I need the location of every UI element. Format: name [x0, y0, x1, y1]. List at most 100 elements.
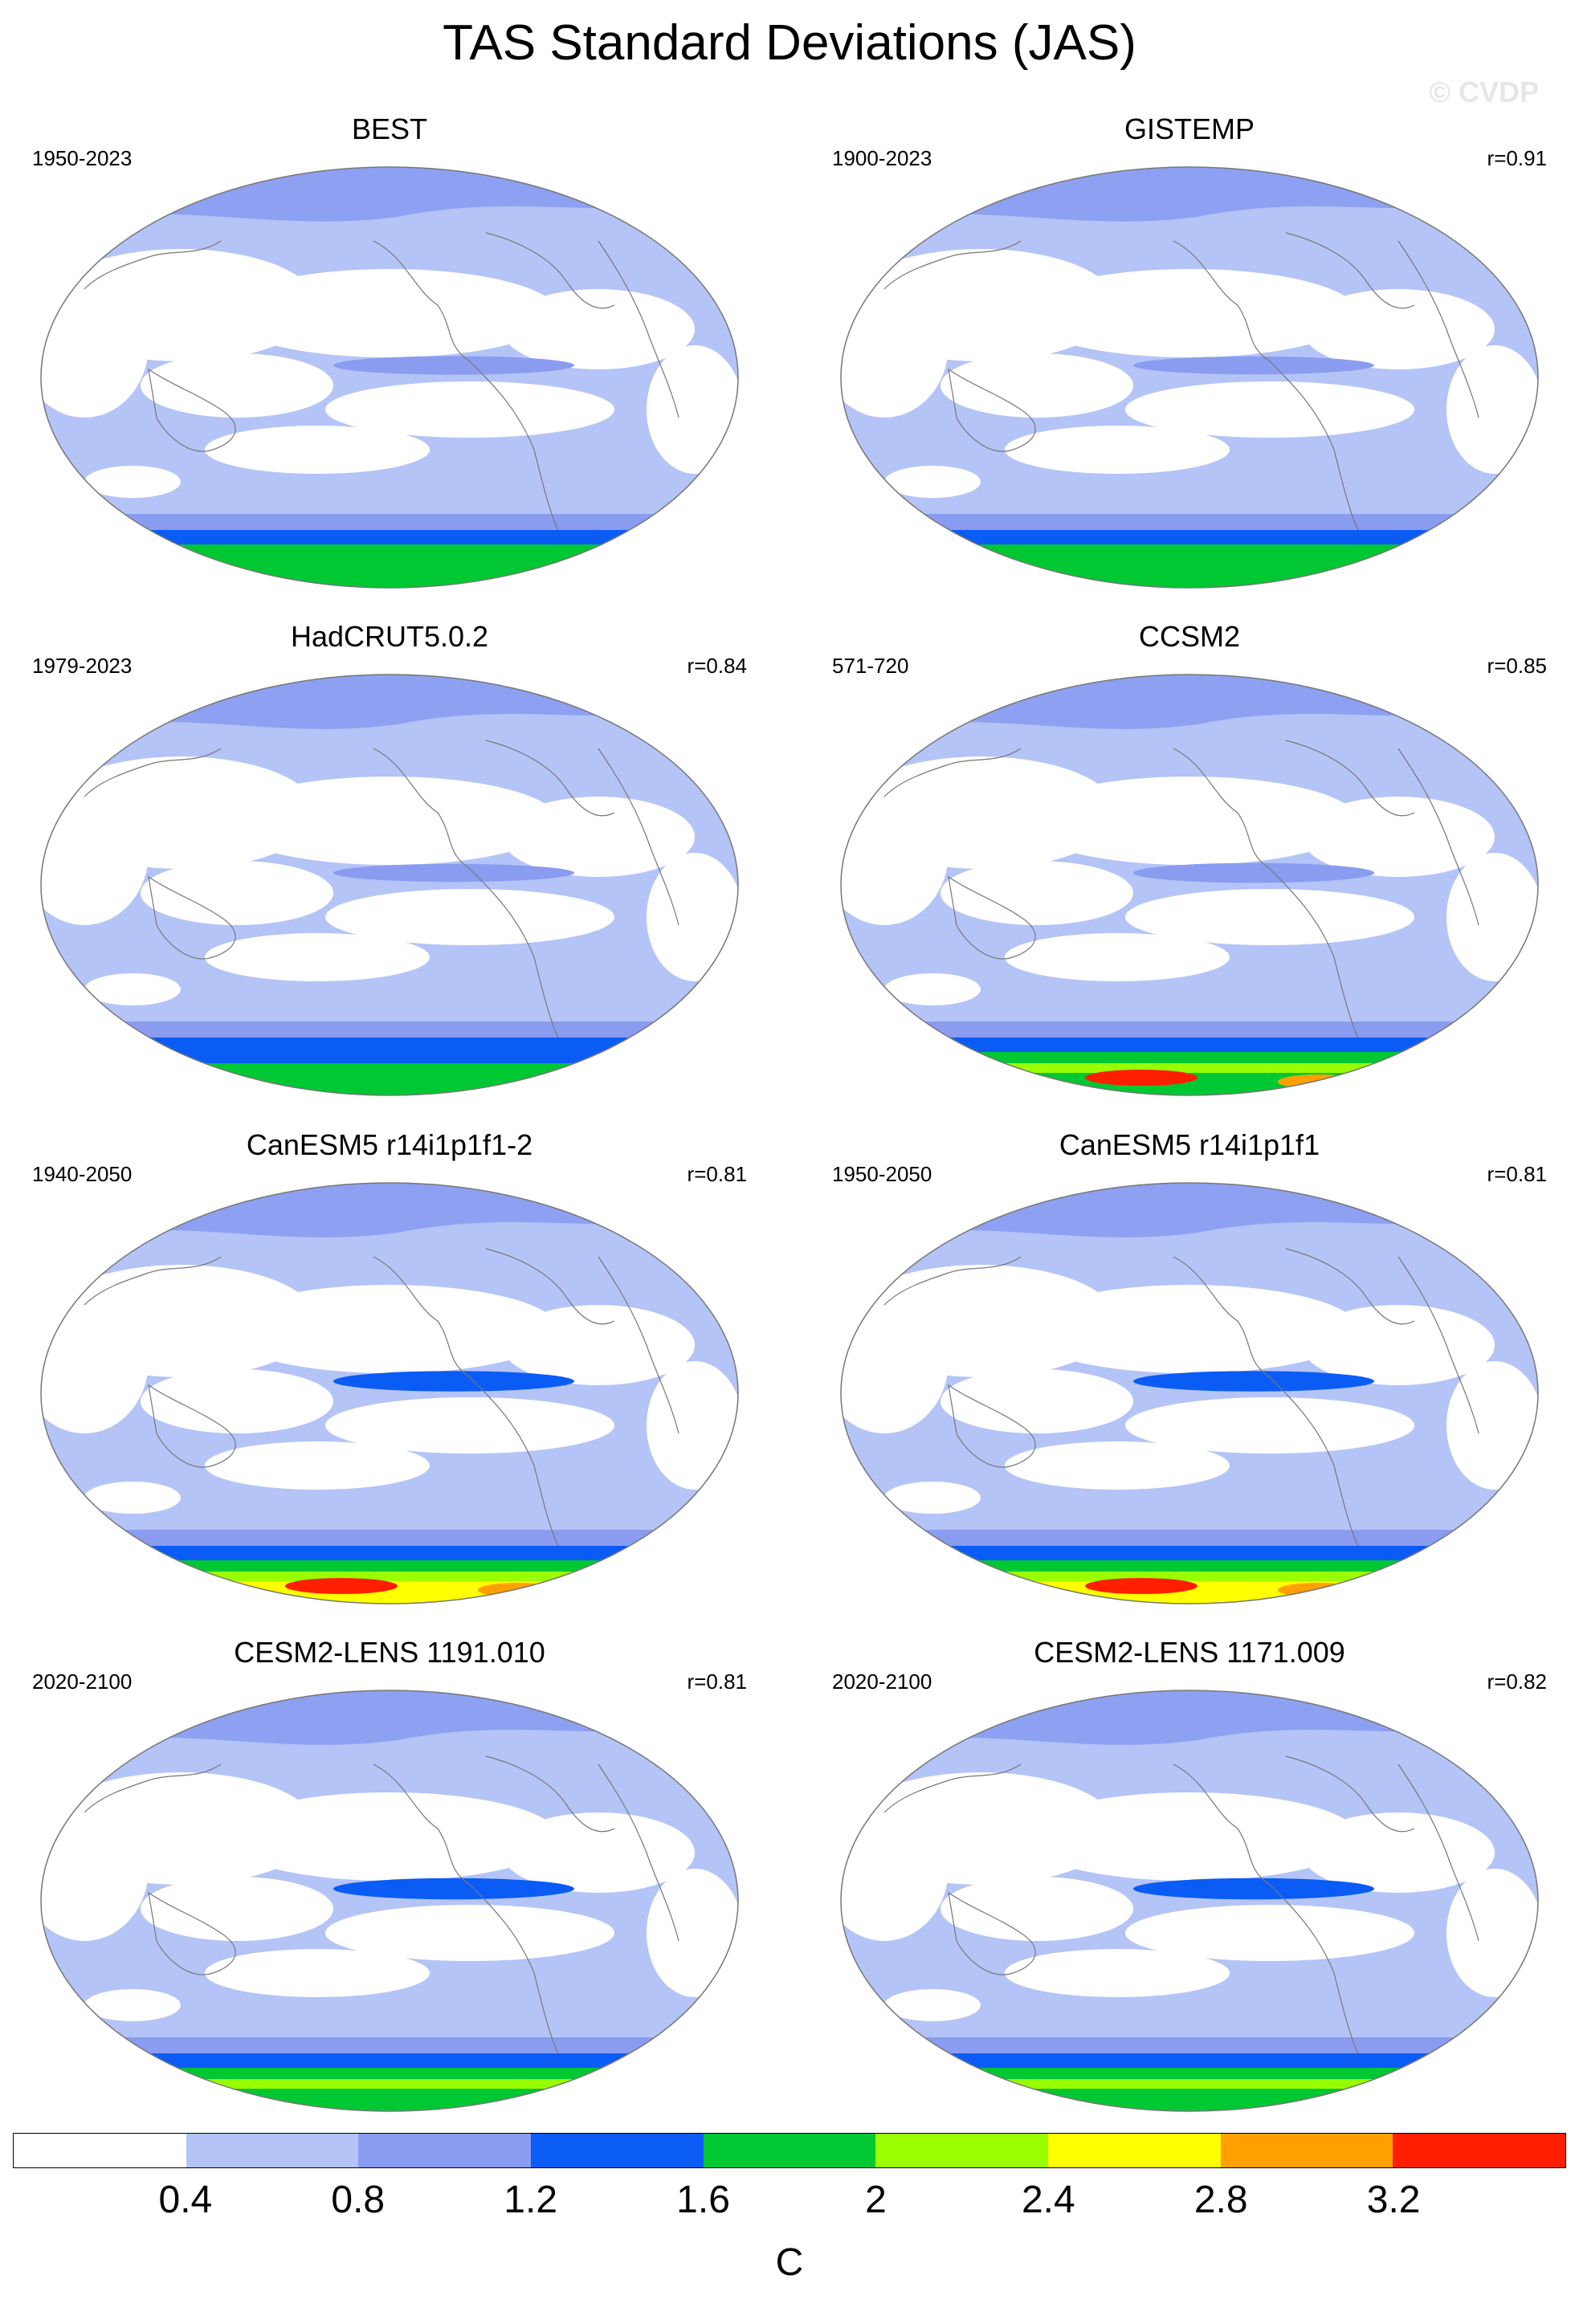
panel-years: 2020-2100 [832, 1670, 932, 1694]
coastline [485, 740, 615, 817]
map-border [840, 1182, 1539, 1604]
coastline [883, 748, 1022, 797]
low-variability-region [1125, 889, 1414, 945]
low-variability-region [325, 381, 614, 438]
colorbar-tick-label: 2 [865, 2179, 887, 2221]
low-variability-region [84, 1989, 181, 2021]
low-variability-region [1446, 853, 1538, 981]
low-variability-region [1021, 1285, 1358, 1373]
panel-years: 1950-2050 [832, 1162, 932, 1186]
colorbar-tick-label: 2.8 [1193, 2179, 1248, 2221]
tropical-pacific-band [333, 1878, 574, 1900]
low-variability-region [221, 777, 558, 865]
low-variability-region [84, 466, 181, 498]
low-variability-region [205, 1949, 430, 1997]
coastline [84, 748, 222, 797]
panel-title: CanESM5 r14i1p1f1-2 [246, 1128, 533, 1161]
map-panel: CCSM2 571-720 r=0.85 [816, 620, 1563, 1118]
low-variability-region [141, 861, 333, 925]
coastline [148, 1891, 236, 1975]
colorbar-ticks: 0.4 0.8 1.2 1.6 2 2.4 2.8 3.2 [0, 2178, 1579, 2226]
low-variability-region [502, 1305, 695, 1385]
coastline [1173, 748, 1359, 1038]
colorbar-units: C [775, 2241, 804, 2284]
low-variability-region [325, 1397, 614, 1454]
low-variability-region [141, 1369, 333, 1433]
coastline [148, 1384, 236, 1468]
panel-title: CESM2-LENS 1191.010 [234, 1636, 545, 1669]
low-variability-region [884, 1482, 981, 1514]
tas-std-map [40, 674, 739, 1096]
coastline [1173, 240, 1359, 531]
low-variability-region [940, 861, 1133, 925]
tropical-pacific-band [1133, 862, 1374, 883]
antarctic-band [841, 2089, 1538, 2111]
panel-correlation: r=0.91 [1487, 146, 1547, 170]
panel-correlation: r=0.85 [1487, 654, 1547, 678]
low-variability-region [1021, 269, 1358, 357]
panel-correlation: r=0.81 [687, 1162, 747, 1186]
panel-years: 571-720 [832, 654, 909, 678]
antarctic-hotspot [1085, 1578, 1198, 1594]
tropical-pacific-band [333, 863, 574, 883]
coastline [1397, 1256, 1479, 1434]
colorbar-tick-label: 1.6 [676, 2179, 730, 2221]
low-variability-region [141, 353, 333, 418]
coastline [148, 875, 236, 960]
map-border [40, 166, 739, 589]
low-variability-region [502, 797, 695, 877]
low-variability-region [325, 889, 614, 945]
coastline [1397, 748, 1479, 926]
coastline [373, 748, 559, 1038]
low-variability-region [884, 466, 981, 498]
low-variability-region [502, 289, 695, 369]
colorbar-tick-label: 1.2 [504, 2179, 558, 2221]
map-panel: CanESM5 r14i1p1f1-2 1940-2050 r=0.81 [16, 1128, 763, 1626]
low-variability-region [1005, 426, 1230, 474]
low-variability-region [1446, 345, 1538, 474]
arctic-band [841, 675, 1538, 729]
coastline [598, 240, 679, 418]
map-border [840, 166, 1539, 589]
map-panel: CESM2-LENS 1191.010 2020-2100 r=0.81 [16, 1636, 763, 2134]
colorbar-tick-label: 2.4 [1021, 2179, 1075, 2221]
low-variability-region [884, 1989, 981, 2021]
tas-std-map [840, 674, 1539, 1096]
coastline [948, 1384, 1036, 1468]
low-variability-region [940, 1877, 1133, 1941]
tropical-pacific-band [1133, 1371, 1374, 1392]
low-variability-region [84, 1482, 181, 1514]
tropical-pacific-band [1133, 356, 1374, 375]
tropical-pacific-band [333, 1371, 574, 1392]
antarctic-hotspot [1085, 1070, 1198, 1086]
low-variability-region [221, 269, 558, 357]
map-border [40, 1690, 739, 2112]
coastline [948, 1891, 1036, 1975]
coastline [598, 1256, 679, 1434]
low-variability-region [1446, 1869, 1538, 1997]
coastline [373, 240, 559, 531]
map-panel: CESM2-LENS 1171.009 2020-2100 r=0.82 [816, 1636, 1563, 2134]
colorbar-segment [186, 2134, 359, 2167]
antarctic-band [41, 1073, 738, 1095]
low-variability-region [221, 1285, 558, 1373]
tas-std-map [840, 1690, 1539, 2112]
low-variability-region [884, 973, 981, 1005]
coastline [948, 368, 1036, 452]
low-variability-region [1446, 1361, 1538, 1490]
colorbar [13, 2133, 1566, 2168]
coastline [598, 1763, 679, 1942]
arctic-band [41, 167, 738, 222]
map-border [840, 1690, 1539, 2112]
panel-correlation: r=0.84 [687, 654, 747, 678]
coastline [1173, 1256, 1359, 1547]
tropical-pacific-band [333, 356, 574, 375]
coastline [373, 1763, 559, 2054]
panel-years: 1979-2023 [32, 654, 133, 678]
figure-title: TAS Standard Deviations (JAS) [443, 15, 1136, 71]
panel-title: CanESM5 r14i1p1f1 [1059, 1128, 1320, 1161]
low-variability-region [1005, 1441, 1230, 1490]
colorbar-segment [1048, 2134, 1221, 2167]
arctic-band [841, 1690, 1538, 1745]
low-variability-region [1302, 289, 1495, 369]
